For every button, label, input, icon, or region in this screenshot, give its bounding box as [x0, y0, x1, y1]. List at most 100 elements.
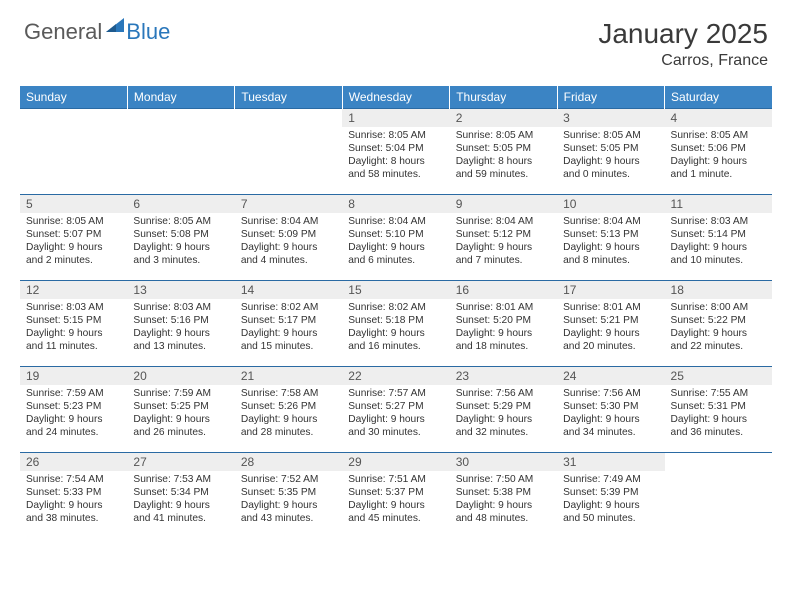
day-detail: Sunrise: 8:05 AMSunset: 5:08 PMDaylight:…: [127, 213, 234, 271]
day-detail: Sunrise: 7:57 AMSunset: 5:27 PMDaylight:…: [342, 385, 449, 443]
day-number: 12: [20, 281, 127, 299]
day-detail: Sunrise: 7:54 AMSunset: 5:33 PMDaylight:…: [20, 471, 127, 529]
calendar-day-cell: 7Sunrise: 8:04 AMSunset: 5:09 PMDaylight…: [235, 195, 342, 281]
day-detail: Sunrise: 8:04 AMSunset: 5:09 PMDaylight:…: [235, 213, 342, 271]
calendar-day-cell: ..: [20, 109, 127, 195]
triangle-icon: [106, 18, 124, 37]
day-number: 20: [127, 367, 234, 385]
weekday-header: Monday: [127, 86, 234, 109]
day-detail: Sunrise: 8:05 AMSunset: 5:05 PMDaylight:…: [450, 127, 557, 185]
calendar-day-cell: ..: [665, 453, 772, 539]
day-number: 23: [450, 367, 557, 385]
day-number: 14: [235, 281, 342, 299]
day-detail: Sunrise: 8:04 AMSunset: 5:13 PMDaylight:…: [557, 213, 664, 271]
day-number: 29: [342, 453, 449, 471]
calendar-day-cell: 4Sunrise: 8:05 AMSunset: 5:06 PMDaylight…: [665, 109, 772, 195]
day-number: 22: [342, 367, 449, 385]
calendar-day-cell: 6Sunrise: 8:05 AMSunset: 5:08 PMDaylight…: [127, 195, 234, 281]
day-detail: Sunrise: 8:01 AMSunset: 5:21 PMDaylight:…: [557, 299, 664, 357]
day-number: 26: [20, 453, 127, 471]
day-detail: Sunrise: 7:56 AMSunset: 5:30 PMDaylight:…: [557, 385, 664, 443]
header: General Blue January 2025 Carros, France: [0, 0, 792, 78]
calendar-day-cell: 5Sunrise: 8:05 AMSunset: 5:07 PMDaylight…: [20, 195, 127, 281]
day-number: 16: [450, 281, 557, 299]
calendar-day-cell: 14Sunrise: 8:02 AMSunset: 5:17 PMDayligh…: [235, 281, 342, 367]
calendar-week-row: 19Sunrise: 7:59 AMSunset: 5:23 PMDayligh…: [20, 367, 772, 453]
calendar-day-cell: 29Sunrise: 7:51 AMSunset: 5:37 PMDayligh…: [342, 453, 449, 539]
brand-text-2: Blue: [126, 19, 170, 45]
day-number: 17: [557, 281, 664, 299]
day-detail: Sunrise: 7:50 AMSunset: 5:38 PMDaylight:…: [450, 471, 557, 529]
calendar-day-cell: 2Sunrise: 8:05 AMSunset: 5:05 PMDaylight…: [450, 109, 557, 195]
day-number: 13: [127, 281, 234, 299]
calendar-day-cell: 21Sunrise: 7:58 AMSunset: 5:26 PMDayligh…: [235, 367, 342, 453]
calendar-day-cell: 18Sunrise: 8:00 AMSunset: 5:22 PMDayligh…: [665, 281, 772, 367]
calendar-day-cell: 17Sunrise: 8:01 AMSunset: 5:21 PMDayligh…: [557, 281, 664, 367]
calendar-day-cell: 10Sunrise: 8:04 AMSunset: 5:13 PMDayligh…: [557, 195, 664, 281]
calendar-week-row: 12Sunrise: 8:03 AMSunset: 5:15 PMDayligh…: [20, 281, 772, 367]
calendar-day-cell: 19Sunrise: 7:59 AMSunset: 5:23 PMDayligh…: [20, 367, 127, 453]
calendar-day-cell: 9Sunrise: 8:04 AMSunset: 5:12 PMDaylight…: [450, 195, 557, 281]
day-number: 18: [665, 281, 772, 299]
day-detail: Sunrise: 7:58 AMSunset: 5:26 PMDaylight:…: [235, 385, 342, 443]
day-detail: Sunrise: 7:49 AMSunset: 5:39 PMDaylight:…: [557, 471, 664, 529]
day-detail: Sunrise: 8:02 AMSunset: 5:18 PMDaylight:…: [342, 299, 449, 357]
weekday-header: Friday: [557, 86, 664, 109]
day-detail: Sunrise: 7:55 AMSunset: 5:31 PMDaylight:…: [665, 385, 772, 443]
calendar-day-cell: 23Sunrise: 7:56 AMSunset: 5:29 PMDayligh…: [450, 367, 557, 453]
calendar-day-cell: 3Sunrise: 8:05 AMSunset: 5:05 PMDaylight…: [557, 109, 664, 195]
day-number: 11: [665, 195, 772, 213]
calendar-day-cell: 8Sunrise: 8:04 AMSunset: 5:10 PMDaylight…: [342, 195, 449, 281]
day-detail: Sunrise: 8:03 AMSunset: 5:15 PMDaylight:…: [20, 299, 127, 357]
day-number: 19: [20, 367, 127, 385]
weekday-header: Thursday: [450, 86, 557, 109]
month-title: January 2025: [598, 18, 768, 50]
day-detail: Sunrise: 8:03 AMSunset: 5:16 PMDaylight:…: [127, 299, 234, 357]
day-detail: Sunrise: 8:02 AMSunset: 5:17 PMDaylight:…: [235, 299, 342, 357]
calendar-day-cell: 11Sunrise: 8:03 AMSunset: 5:14 PMDayligh…: [665, 195, 772, 281]
calendar-day-cell: 27Sunrise: 7:53 AMSunset: 5:34 PMDayligh…: [127, 453, 234, 539]
calendar-day-cell: 31Sunrise: 7:49 AMSunset: 5:39 PMDayligh…: [557, 453, 664, 539]
weekday-header: Wednesday: [342, 86, 449, 109]
calendar-day-cell: 15Sunrise: 8:02 AMSunset: 5:18 PMDayligh…: [342, 281, 449, 367]
calendar-week-row: 5Sunrise: 8:05 AMSunset: 5:07 PMDaylight…: [20, 195, 772, 281]
day-detail: Sunrise: 7:53 AMSunset: 5:34 PMDaylight:…: [127, 471, 234, 529]
day-detail: Sunrise: 8:05 AMSunset: 5:06 PMDaylight:…: [665, 127, 772, 185]
brand-logo: General Blue: [24, 18, 170, 45]
day-detail: Sunrise: 8:00 AMSunset: 5:22 PMDaylight:…: [665, 299, 772, 357]
day-number: 1: [342, 109, 449, 127]
calendar-day-cell: ..: [235, 109, 342, 195]
calendar-day-cell: ..: [127, 109, 234, 195]
day-number: 28: [235, 453, 342, 471]
day-detail: Sunrise: 7:59 AMSunset: 5:23 PMDaylight:…: [20, 385, 127, 443]
day-number: 15: [342, 281, 449, 299]
day-number: 10: [557, 195, 664, 213]
calendar-day-cell: 20Sunrise: 7:59 AMSunset: 5:25 PMDayligh…: [127, 367, 234, 453]
day-number: 2: [450, 109, 557, 127]
weekday-header-row: Sunday Monday Tuesday Wednesday Thursday…: [20, 86, 772, 109]
weekday-header: Tuesday: [235, 86, 342, 109]
day-number: 8: [342, 195, 449, 213]
day-detail: Sunrise: 8:05 AMSunset: 5:04 PMDaylight:…: [342, 127, 449, 185]
brand-text-1: General: [24, 19, 102, 45]
day-number: 21: [235, 367, 342, 385]
calendar-day-cell: 16Sunrise: 8:01 AMSunset: 5:20 PMDayligh…: [450, 281, 557, 367]
day-number: 27: [127, 453, 234, 471]
day-detail: Sunrise: 8:04 AMSunset: 5:10 PMDaylight:…: [342, 213, 449, 271]
title-block: January 2025 Carros, France: [598, 18, 768, 70]
calendar-day-cell: 24Sunrise: 7:56 AMSunset: 5:30 PMDayligh…: [557, 367, 664, 453]
calendar-day-cell: 1Sunrise: 8:05 AMSunset: 5:04 PMDaylight…: [342, 109, 449, 195]
calendar-day-cell: 25Sunrise: 7:55 AMSunset: 5:31 PMDayligh…: [665, 367, 772, 453]
day-number: 24: [557, 367, 664, 385]
day-detail: Sunrise: 7:59 AMSunset: 5:25 PMDaylight:…: [127, 385, 234, 443]
day-number: 25: [665, 367, 772, 385]
day-detail: Sunrise: 7:56 AMSunset: 5:29 PMDaylight:…: [450, 385, 557, 443]
calendar-day-cell: 30Sunrise: 7:50 AMSunset: 5:38 PMDayligh…: [450, 453, 557, 539]
day-number: 30: [450, 453, 557, 471]
day-detail: Sunrise: 8:05 AMSunset: 5:07 PMDaylight:…: [20, 213, 127, 271]
day-number: 6: [127, 195, 234, 213]
weekday-header: Saturday: [665, 86, 772, 109]
calendar-day-cell: 13Sunrise: 8:03 AMSunset: 5:16 PMDayligh…: [127, 281, 234, 367]
day-detail: Sunrise: 8:04 AMSunset: 5:12 PMDaylight:…: [450, 213, 557, 271]
day-number: 7: [235, 195, 342, 213]
